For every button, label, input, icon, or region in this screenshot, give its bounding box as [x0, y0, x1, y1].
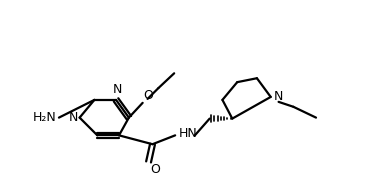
Text: N: N: [112, 83, 122, 96]
Text: O: O: [144, 89, 154, 102]
Text: O: O: [151, 163, 160, 176]
Text: N: N: [68, 111, 78, 124]
Text: H₂N: H₂N: [33, 111, 57, 124]
Text: HN: HN: [179, 127, 198, 140]
Text: N: N: [274, 90, 283, 103]
